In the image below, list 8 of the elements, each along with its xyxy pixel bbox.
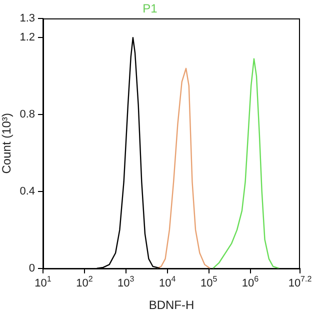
y-tick-label: 0.8 xyxy=(20,108,35,121)
y-tick-label: 0 xyxy=(28,262,35,274)
y-axis-title: Count (10³) xyxy=(0,113,14,174)
y-tick-label: 1.2 xyxy=(20,32,35,44)
x-axis-title: BDNF-H xyxy=(148,298,194,312)
chart-title: P1 xyxy=(142,2,158,16)
y-tick-label: 1.3 xyxy=(20,12,35,24)
y-tick-label: 0.4 xyxy=(20,186,35,198)
